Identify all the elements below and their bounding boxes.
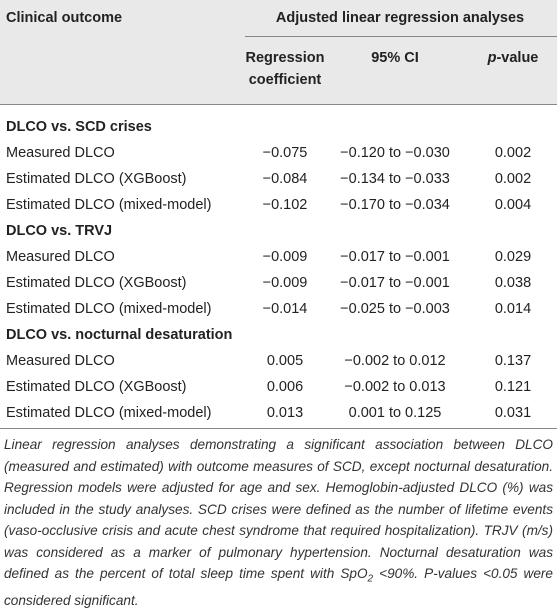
cell: −0.002 to 0.013 [344,379,446,395]
cell: 0.006 [266,379,304,395]
cell: Estimated DLCO (XGBoost) [6,171,187,187]
cell: −0.075 [262,145,308,161]
cell: 0.031 [494,405,532,421]
text: -value [496,50,539,66]
rule [0,104,557,105]
footnote: Linear regression analyses demonstrating… [4,434,553,612]
cell: −0.134 to −0.033 [340,171,450,187]
subscript: 2 [367,573,374,585]
cell: 0.005 [266,353,304,369]
italic: p [487,50,497,66]
cell: 0.014 [494,301,532,317]
cell: Estimated DLCO (XGBoost) [6,379,187,395]
cell: −0.014 [262,301,308,317]
cell: 0.002 [494,145,532,161]
cell: Measured DLCO [6,353,115,369]
column-header: Clinical outcome [6,10,123,26]
cell: Measured DLCO [6,249,115,265]
cell: −0.025 to −0.003 [340,301,450,317]
section-title: DLCO vs. TRVJ [6,223,113,239]
cell: Estimated DLCO (mixed-model) [6,197,212,213]
footnote-text: Linear regression analyses demonstrating… [4,437,553,581]
cell: −0.102 [262,197,308,213]
cell: −0.084 [262,171,308,187]
header-bg [0,0,557,104]
cell: −0.170 to −0.034 [340,197,450,213]
cell: Estimated DLCO (mixed-model) [6,301,212,317]
cell: −0.009 [262,275,308,291]
cell: 0.002 [494,171,532,187]
column-header: Regression [245,50,325,66]
cell: Estimated DLCO (mixed-model) [6,405,212,421]
cell: −0.120 to −0.030 [340,145,450,161]
column-header: p-value [363,48,557,68]
column-group-header: Adjusted linear regression analyses [275,10,525,26]
cell: −0.017 to −0.001 [340,249,450,265]
cell: Measured DLCO [6,145,115,161]
cell: 0.137 [494,353,532,369]
cell: 0.001 to 0.125 [348,405,442,421]
cell: 0.038 [494,275,532,291]
cell: 0.004 [494,197,532,213]
footnote-text: <90%. P-values <0.05 were considered sig… [4,566,553,609]
cell: 0.121 [494,379,532,395]
cell: −0.002 to 0.012 [344,353,446,369]
cell: −0.009 [262,249,308,265]
column-header: coefficient [248,72,322,88]
column-header: 95% CI [371,50,419,66]
section-title: DLCO vs. SCD crises [6,119,152,135]
cell: −0.017 to −0.001 [340,275,450,291]
cell: 0.029 [494,249,532,265]
rule [0,428,557,429]
section-title: DLCO vs. nocturnal desaturation [6,327,233,343]
cell: Estimated DLCO (XGBoost) [6,275,187,291]
rule [245,36,557,37]
cell: 0.013 [266,405,304,421]
